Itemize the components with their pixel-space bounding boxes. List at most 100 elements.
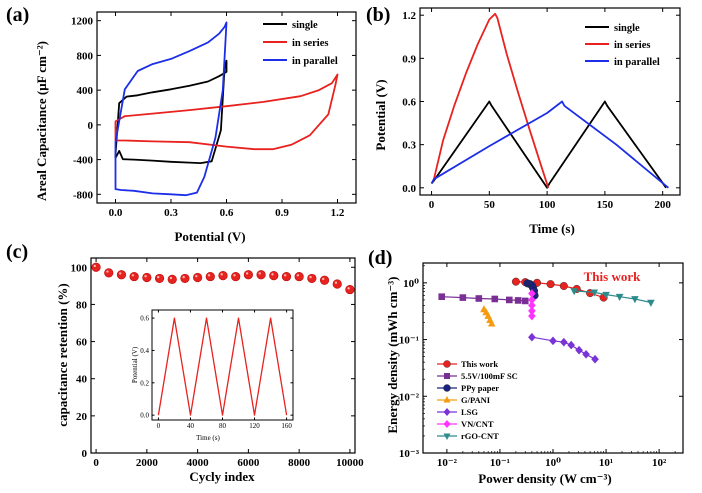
inset-xtick-label: 160 (281, 422, 292, 430)
retention-point (269, 271, 279, 281)
retention-point (205, 271, 215, 282)
inset-charge-discharge-curve (157, 317, 288, 416)
panel-d-point-G-PANI (487, 319, 496, 327)
retention-point-highlight (144, 275, 147, 278)
retention-point (91, 262, 101, 272)
retention-point-highlight (271, 273, 274, 276)
panel-d-ytick-label: 10⁻³ (399, 448, 420, 460)
panel-c-ytick-label: 20 (76, 411, 88, 423)
inset-ylabel: Potential (V) (131, 346, 139, 383)
retention-point (345, 284, 355, 295)
panel-d-point-5-5V-100mF-SC (514, 297, 522, 304)
retention-point (129, 271, 139, 282)
retention-point-highlight (195, 275, 198, 278)
retention-point-highlight (245, 272, 249, 275)
panel-d-point-rGO-CNT (570, 288, 578, 296)
panel-d-point-5-5V-100mF-SC (475, 295, 483, 302)
panel-d-point-LSG (560, 337, 568, 347)
panel-d-ytick-label: 10⁻² (399, 391, 420, 403)
panel-b-xlabel: Time (s) (529, 221, 575, 236)
panel-b-xtick-label: 100 (539, 199, 556, 211)
panel-a-xtick-label: 0.6 (220, 207, 234, 219)
panel-a-xtick-label: 0.3 (164, 207, 178, 219)
retention-point-highlight (309, 275, 312, 279)
legend-d-rgo-cnt: rGO-CNT (461, 431, 499, 441)
panel-d-point-5-5V-100mF-SC (521, 297, 529, 305)
legend-d-marker (444, 373, 450, 379)
panel-c-xtick-label: 6000 (237, 457, 260, 469)
legend-d-vn-cnt: VN/CNT (461, 419, 494, 429)
panel-label-b: (b) (366, 4, 390, 26)
panel-d-point-VN-CNT (528, 295, 536, 305)
panel-d-line-5-5V-100mF-SC (441, 296, 526, 302)
panel-a-curve-single (114, 59, 228, 165)
retention-point-highlight (220, 273, 223, 276)
panel-b-frame (419, 7, 681, 196)
retention-point-highlight (334, 281, 338, 284)
retention-point (193, 272, 203, 283)
legend-d-marker (443, 396, 451, 403)
panel-b-curve-in-parallel (430, 100, 669, 189)
panel-d-xtick-label: 10² (652, 457, 667, 469)
retention-point (243, 270, 253, 280)
panel-a-ytick-label: 800 (77, 50, 94, 62)
inset-xlabel: Time (s) (196, 434, 220, 442)
panel-d-point-5-5V-100mF-SC (505, 296, 513, 304)
panel-a-xtick-label: 1.2 (331, 207, 345, 219)
panel-b-xtick-label: 150 (597, 199, 614, 211)
legend-d-marker (443, 408, 451, 416)
panel-d-point-rGO-CNT (590, 289, 599, 297)
panel-a-xtick-label: 0.9 (275, 207, 289, 219)
legend-a-single: single (292, 20, 318, 31)
legend-d-g-pani: G/PANI (461, 395, 491, 405)
retention-point (231, 271, 241, 282)
panel-a-xlabel: Potential (V) (174, 229, 245, 244)
panel-d-point-LSG (549, 336, 557, 346)
panel-b-xtick-label: 200 (654, 199, 671, 211)
legend-d-marker (443, 433, 451, 440)
panel-label-c: (c) (6, 241, 28, 263)
legend-d-marker (443, 384, 451, 392)
retention-point (319, 275, 330, 285)
panel-d-xtick-label: 10¹ (599, 457, 613, 469)
retention-point (281, 271, 292, 282)
panel-a-ytick-label: -800 (73, 189, 94, 201)
panel-a-ytick-label: 0 (88, 120, 94, 132)
panel-b-ytick-label: 0.0 (402, 183, 416, 195)
panel-c-ytick-label: 0 (82, 448, 88, 460)
panel-d-point-rGO-CNT (615, 293, 624, 301)
panel-a-ytick-label: 1200 (71, 16, 94, 28)
retention-point (116, 270, 127, 280)
inset-xtick-label: 80 (219, 422, 227, 430)
retention-point-highlight (258, 272, 261, 275)
panel-b-ytick-label: 1.2 (402, 10, 416, 22)
panel-label-a: (a) (6, 4, 29, 26)
retention-point-highlight (296, 274, 300, 277)
retention-point (104, 268, 114, 278)
panel-d-point-5-5V-100mF-SC (459, 294, 467, 301)
retention-point (167, 274, 177, 284)
retention-point-highlight (157, 275, 160, 279)
legend-d-marker (443, 420, 451, 428)
panel-a-xtick-label: 0.0 (109, 207, 123, 219)
retention-point (294, 271, 304, 282)
legend-d-ppy-paper: PPy paper (461, 383, 499, 393)
retention-point-highlight (106, 270, 109, 273)
legend-d-lsg: LSG (461, 407, 478, 417)
panel-d-xtick-label: 10⁰ (545, 457, 561, 469)
panel-b-curve-single (430, 100, 667, 189)
panel-d-point-VN-CNT (528, 306, 536, 316)
legend-a-in-series: in series (292, 38, 328, 49)
panel-d-xtick-label: 10⁻¹ (490, 457, 510, 469)
panel-d-point-rGO-CNT (602, 291, 610, 299)
panel-a-ylabel: Areal Capacitance (μF cm⁻²) (34, 41, 49, 201)
panel-c-xtick-label: 10000 (336, 457, 364, 469)
legend-d-marker (443, 360, 451, 368)
panel-c-ytick-label: 80 (76, 299, 88, 311)
panel-d-point-VN-CNT (528, 301, 536, 310)
panel-d-line-rGO-CNT (574, 290, 652, 304)
panel-d-point-LSG (567, 340, 575, 350)
retention-point-highlight (347, 287, 350, 290)
panel-d-point-rGO-CNT (647, 299, 655, 307)
